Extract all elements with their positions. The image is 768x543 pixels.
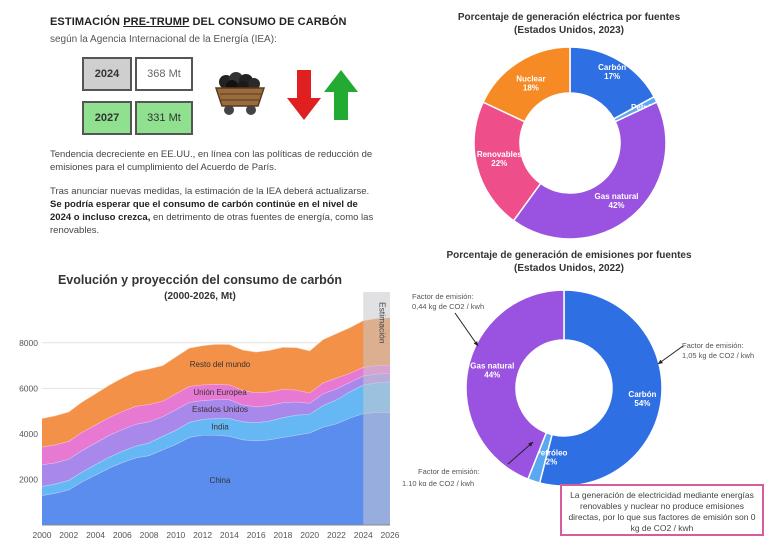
donut-slice-label: Carbón bbox=[598, 63, 626, 72]
area-xtick-label: 2012 bbox=[193, 530, 212, 540]
donut-slice-pct: 42% bbox=[609, 201, 625, 210]
area-series-china bbox=[42, 412, 390, 525]
area-ytick-label: 8000 bbox=[19, 338, 38, 348]
donut-slice-pct: 18% bbox=[523, 83, 539, 92]
donut-slice-label: Renovables bbox=[477, 150, 522, 159]
emission-factor-oil-value: 1,10 kg de CO2 / kwh bbox=[402, 479, 474, 486]
emission-arrow-oil bbox=[507, 441, 534, 465]
area-chart: 2000 4000 6000 8000 Estimación China India Esta… bbox=[19, 292, 400, 540]
area-xtick-label: 2022 bbox=[327, 530, 346, 540]
headline: ESTIMACIÓN PRE-TRUMP DEL CONSUMO DE CARB… bbox=[50, 16, 347, 28]
emission-arrow-gas-head bbox=[473, 341, 478, 346]
donut-slice-label: Carbón bbox=[628, 390, 656, 399]
area-series-resto-del-mundo bbox=[42, 317, 390, 447]
headline-subtitle: según la Agencia Internacional de la Ene… bbox=[50, 34, 277, 45]
donut-slice-label: Gas natural bbox=[470, 361, 514, 370]
emission-factor-coal-title: Factor de emisión: bbox=[682, 341, 744, 350]
donut-slice-gas-natural bbox=[512, 101, 667, 240]
area-xtick-label: 2016 bbox=[247, 530, 266, 540]
donut-slice-pct: 2% bbox=[546, 457, 558, 466]
year-2027-box: 2027 bbox=[82, 101, 132, 135]
donut-slice-label: Gas natural bbox=[595, 192, 639, 201]
area-series-edge bbox=[41, 411, 390, 496]
donut-slice-gas-natural bbox=[465, 289, 565, 481]
donut-slice-pct: 44% bbox=[484, 370, 500, 379]
area-xtick-label: 2006 bbox=[113, 530, 132, 540]
paragraph-trend: Tendencia decreciente en EE.UU., en líne… bbox=[50, 149, 373, 173]
area-series-label: Unión Europea bbox=[193, 388, 247, 397]
arrow-up-icon bbox=[324, 70, 358, 120]
emission-arrow-gas bbox=[454, 312, 479, 347]
year-2024-box: 2024 bbox=[82, 57, 132, 91]
area-series-edge bbox=[41, 316, 391, 419]
area-series-india bbox=[42, 381, 390, 496]
headline-underlined: PRE-TRUMP bbox=[123, 16, 190, 28]
area-series-label: China bbox=[210, 476, 231, 485]
area-ytick-label: 6000 bbox=[19, 383, 38, 393]
area-xtick-label: 2010 bbox=[166, 530, 185, 540]
emission-factor-coal-value: 1,05 kg de CO2 / kwh bbox=[682, 351, 754, 360]
emissions-note: La generación de electricidad mediante e… bbox=[560, 484, 764, 536]
donut-slice-pct: 17% bbox=[604, 72, 620, 81]
donut-slice-pct: 54% bbox=[634, 399, 650, 408]
area-series-edge bbox=[41, 364, 391, 448]
emission-arrow-oil-head bbox=[528, 442, 533, 447]
estimation-label: Estimación bbox=[378, 302, 388, 344]
area-chart-subtitle: (2000-2026, Mt) bbox=[164, 291, 236, 302]
area-xtick-label: 2000 bbox=[33, 530, 52, 540]
donut1-title: Porcentaje de generación eléctrica por f… bbox=[457, 12, 681, 23]
coal-cart-icon bbox=[214, 72, 266, 115]
emission-arrow-coal-head bbox=[658, 359, 663, 364]
area-xtick-label: 2002 bbox=[59, 530, 78, 540]
emission-arrow-coal bbox=[657, 345, 684, 365]
area-xtick-label: 2026 bbox=[381, 530, 400, 540]
area-xtick-label: 2024 bbox=[354, 530, 373, 540]
donut-slice-label: Nuclear bbox=[516, 74, 545, 83]
arrow-down-icon bbox=[287, 70, 321, 120]
donut-slice-renovables bbox=[473, 101, 542, 222]
area-xtick-label: 2014 bbox=[220, 530, 239, 540]
area-ytick-label: 4000 bbox=[19, 429, 38, 439]
estimation-band bbox=[363, 292, 390, 525]
area-series-unión-europea bbox=[42, 364, 390, 465]
area-chart-title: Evolución y proyección del consumo de ca… bbox=[57, 273, 343, 287]
value-2024-box: 368 Mt bbox=[135, 57, 193, 91]
donut1-subtitle: (Estados Unidos, 2023) bbox=[513, 25, 625, 36]
area-xtick-label: 2004 bbox=[86, 530, 105, 540]
emission-factor-oil-title: Factor de emisión: bbox=[418, 467, 480, 476]
donut-slice-label: Petróleo bbox=[535, 448, 567, 457]
donut-slice-nuclear bbox=[482, 46, 571, 123]
area-series-label: India bbox=[211, 423, 229, 432]
emission-factor-gas-value: 0,44 kg de CO2 / kwh bbox=[412, 302, 484, 311]
area-xtick-label: 2008 bbox=[140, 530, 159, 540]
area-series-label: Estados Unidos bbox=[192, 405, 248, 414]
paragraph-outlook: Tras anunciar nuevas medidas, la estimac… bbox=[50, 186, 374, 236]
area-series-label: Resto del mundo bbox=[190, 360, 251, 369]
area-xtick-label: 2020 bbox=[300, 530, 319, 540]
donut-slice-pct: 22% bbox=[491, 159, 507, 168]
area-xtick-label: 2018 bbox=[273, 530, 292, 540]
donut2-subtitle: (Estados Unidos, 2022) bbox=[513, 263, 625, 274]
emission-factor-gas-title: Factor de emisión: bbox=[412, 292, 474, 301]
area-series-estados-unidos bbox=[42, 373, 390, 487]
area-ytick-label: 2000 bbox=[19, 474, 38, 484]
value-2027-box: 331 Mt bbox=[135, 101, 193, 135]
donut2-title: Porcentaje de generación de emisiones po… bbox=[446, 250, 692, 261]
paragraph-outlook-bold: Se podría esperar que el consumo de carb… bbox=[50, 199, 358, 223]
